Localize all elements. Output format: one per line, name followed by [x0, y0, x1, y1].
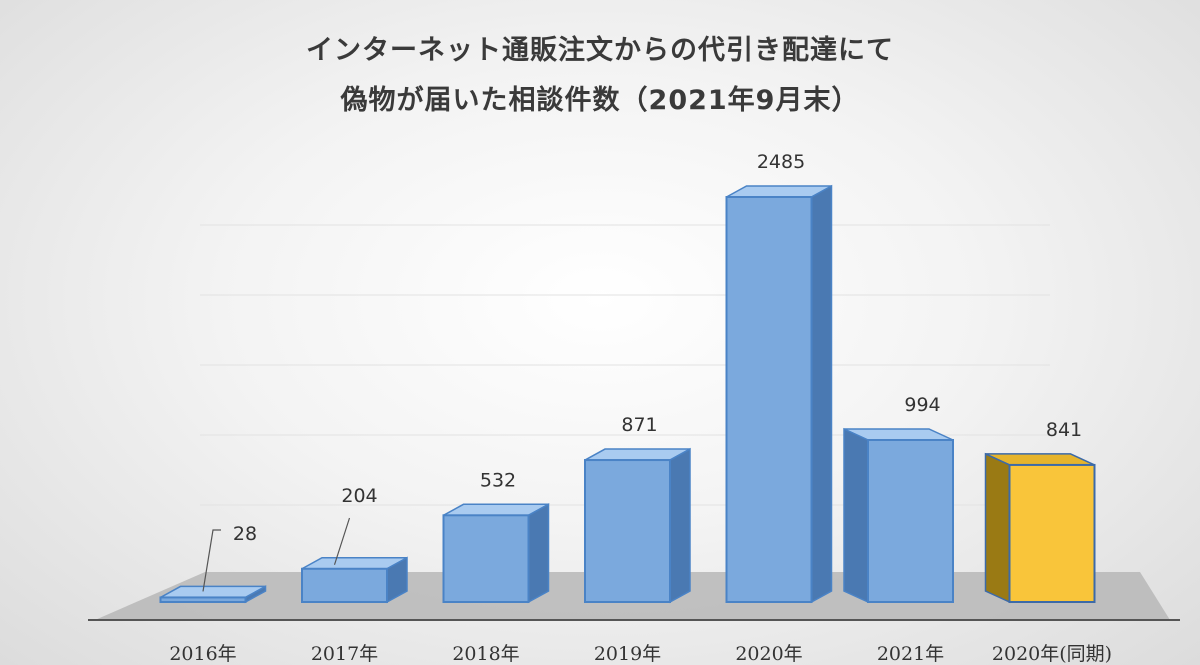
value-label-4: 2485	[757, 151, 805, 173]
bar-0	[159, 596, 247, 604]
bar-side-5	[843, 427, 869, 604]
value-label-1: 204	[341, 485, 377, 507]
chart-title-line-2: 偽物が届いた相談件数（2021年9月末）	[340, 85, 860, 116]
chart-title-line-1: インターネット通販注文からの代引き配達にて	[306, 35, 894, 66]
bar-side-4	[810, 184, 833, 604]
category-label-6: 2020年(同期)	[992, 643, 1112, 665]
category-label-4: 2020年	[735, 643, 802, 665]
category-label-0: 2016年	[169, 643, 236, 665]
value-label-0: 28	[233, 523, 257, 545]
bar-side-6	[984, 452, 1011, 604]
category-label-1: 2017年	[311, 643, 378, 665]
category-label-2: 2018年	[452, 643, 519, 665]
bar-1	[301, 567, 388, 603]
value-label-6: 841	[1046, 419, 1082, 441]
value-label-5: 994	[904, 394, 940, 416]
category-label-3: 2019年	[594, 643, 661, 665]
bar-4	[725, 196, 813, 603]
bar-6	[1008, 463, 1096, 603]
value-label-3: 871	[621, 414, 657, 436]
leader-line-0	[202, 529, 221, 592]
bar-2	[442, 514, 530, 603]
bar-side-2	[527, 503, 550, 604]
category-label-5: 2021年	[877, 643, 944, 665]
leader-line-1	[333, 517, 351, 565]
value-label-2: 532	[480, 469, 516, 491]
bar-3	[584, 459, 671, 603]
bar-5	[867, 439, 954, 603]
bar-side-3	[669, 447, 691, 604]
